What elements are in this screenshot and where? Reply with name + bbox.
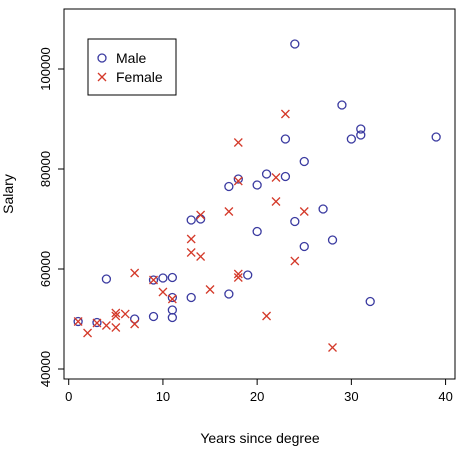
female-point [233, 269, 243, 279]
female-point [262, 311, 272, 321]
x-tick-label: 30 [344, 389, 358, 404]
male-point [148, 311, 159, 322]
male-point [431, 132, 441, 142]
female-point [111, 308, 121, 318]
male-point [337, 100, 347, 110]
male-point [148, 275, 159, 285]
female-point [73, 317, 83, 326]
male-point [224, 289, 234, 299]
male-point [365, 296, 375, 307]
female-point [111, 323, 121, 332]
female-point [233, 138, 243, 147]
male-point [167, 292, 177, 303]
female-point [130, 268, 140, 278]
female-point [111, 311, 121, 321]
legend-male-marker [97, 53, 107, 63]
female-point [290, 256, 300, 266]
female-point [328, 343, 337, 352]
male-point [252, 226, 262, 237]
x-tick-label: 40 [438, 389, 452, 404]
y-axis: 40000 60000 80000 100000 [38, 47, 64, 387]
male-point [130, 314, 140, 324]
male-point [299, 241, 309, 252]
female-point [224, 207, 234, 216]
female-point [101, 321, 111, 330]
x-tick-label: 0 [65, 389, 72, 404]
male-point [318, 204, 328, 214]
male-point [356, 130, 366, 140]
female-point [149, 275, 158, 285]
male-point [261, 169, 272, 179]
data-points [73, 39, 441, 352]
male-point [167, 272, 177, 283]
male-point [101, 274, 112, 284]
legend-box [87, 38, 177, 96]
female-point [167, 294, 177, 304]
plot-frame [63, 8, 456, 380]
male-point [186, 292, 196, 303]
male-point [346, 134, 357, 144]
female-point [271, 197, 281, 206]
female-point [233, 273, 243, 282]
female-point [186, 234, 196, 244]
female-point [92, 318, 102, 328]
x-tick-label: 20 [250, 389, 264, 404]
female-point [120, 309, 130, 319]
y-tick-label: 100000 [38, 47, 53, 90]
male-point [290, 216, 300, 227]
male-point [167, 305, 177, 315]
male-point [167, 312, 177, 323]
legend-male-label: Male [116, 50, 147, 66]
x-axis-title: Years since degree [200, 430, 320, 446]
female-point [158, 287, 168, 297]
female-point [186, 248, 196, 257]
male-point [252, 180, 262, 190]
male-point [158, 273, 168, 283]
male-point [356, 124, 366, 134]
female-point [233, 176, 243, 186]
y-tick-label: 60000 [38, 251, 53, 287]
legend: Male Female [87, 38, 177, 96]
female-point [83, 328, 93, 338]
male-point [280, 134, 291, 144]
female-point [196, 252, 206, 261]
female-point [280, 109, 290, 119]
male-point [73, 316, 83, 327]
y-axis-title: Salary [0, 174, 16, 214]
male-point [233, 174, 243, 184]
x-tick-label: 10 [156, 389, 170, 404]
male-point [92, 317, 102, 328]
legend-female-marker [97, 72, 107, 82]
legend-female-label: Female [116, 69, 163, 85]
male-point [195, 214, 206, 224]
female-point [130, 319, 140, 329]
female-point [196, 210, 206, 220]
y-tick-label: 40000 [38, 351, 53, 387]
female-point [299, 207, 309, 216]
male-point [327, 235, 338, 245]
male-point [243, 270, 253, 280]
x-axis: 0 10 20 30 40 [65, 379, 453, 404]
male-point [299, 156, 309, 167]
female-point [271, 173, 281, 182]
male-point [186, 215, 196, 225]
male-point [290, 39, 300, 49]
y-tick-label: 80000 [38, 151, 53, 187]
male-point [224, 181, 234, 192]
male-point [280, 171, 291, 182]
female-point [205, 285, 215, 294]
